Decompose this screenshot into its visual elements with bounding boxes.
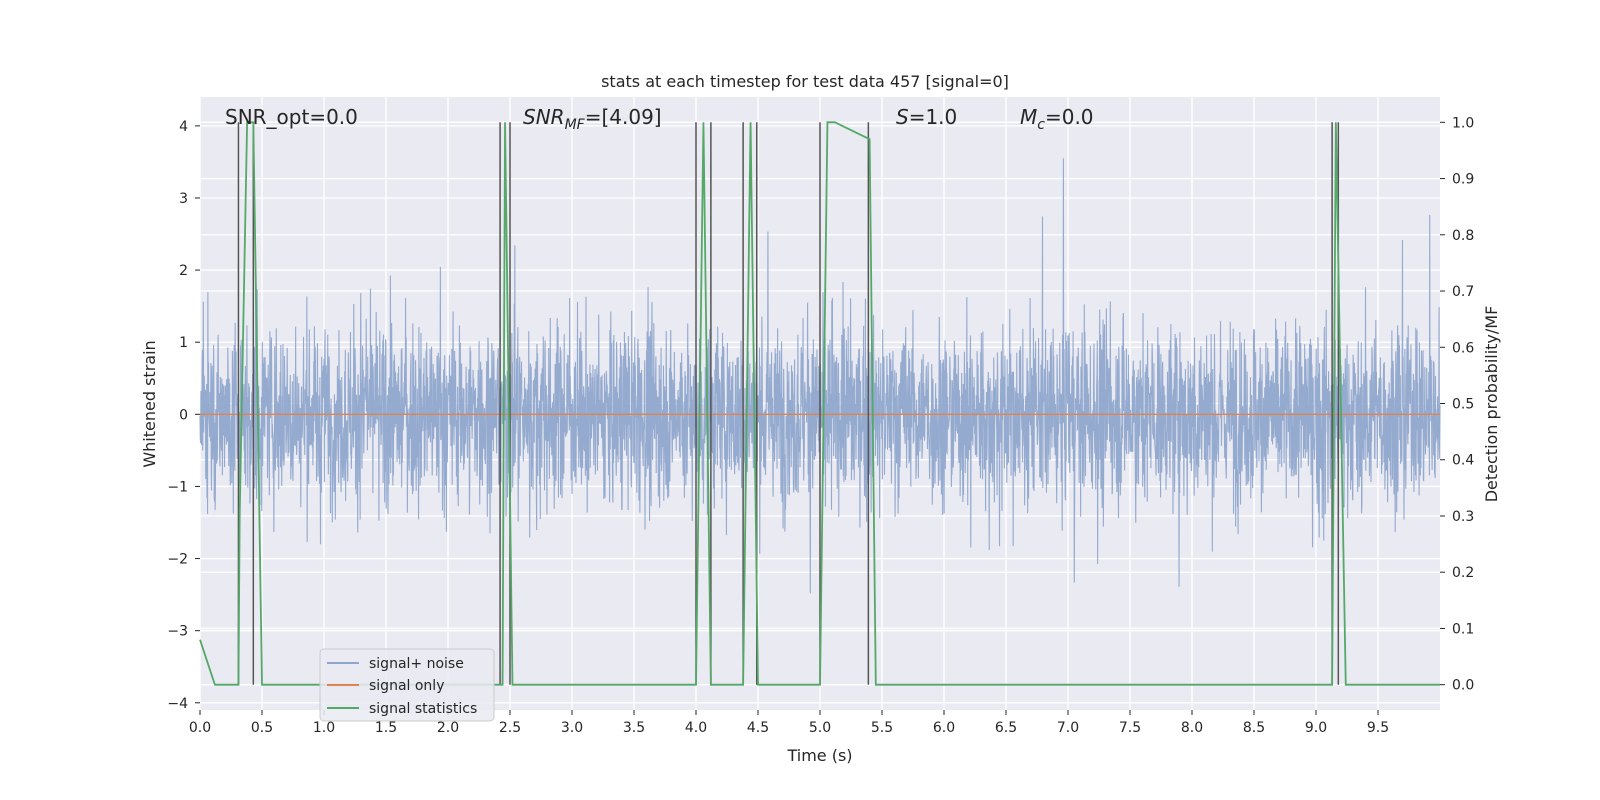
y-right-tick-label: 0.0	[1452, 678, 1474, 694]
y-left-tick-label: 2	[179, 263, 188, 279]
x-tick-label: 2.0	[437, 720, 459, 736]
x-tick-label: 5.5	[871, 720, 893, 736]
x-tick-label: 2.5	[499, 720, 521, 736]
mc-value: =0.0	[1045, 105, 1094, 129]
y-right-tick-label: 0.5	[1452, 397, 1474, 413]
y-left-tick-label: −3	[167, 624, 188, 640]
y-right-tick-label: 0.4	[1452, 453, 1474, 469]
annotation-snr-opt: SNR_opt=0.0	[225, 105, 358, 129]
annotation-s: S=1.0	[896, 105, 957, 129]
x-tick-label: 8.5	[1243, 720, 1265, 736]
y-right-tick-label: 0.8	[1452, 228, 1474, 244]
y-left-tick-label: 4	[179, 119, 188, 135]
snr-mf-value: =[4.09]	[585, 105, 662, 129]
y-right-tick-label: 0.1	[1452, 621, 1474, 637]
x-tick-label: 3.0	[561, 720, 583, 736]
snr-mf-main: SNR	[523, 105, 565, 129]
x-tick-label: 4.0	[685, 720, 707, 736]
y-left-tick-label: 0	[179, 407, 188, 423]
x-tick-label: 1.0	[313, 720, 335, 736]
x-tick-label: 9.5	[1367, 720, 1389, 736]
legend-label-signal-only: signal only	[369, 678, 444, 694]
x-axis-ticks: 0.0 0.5 1.0 1.5 2.0 2.5 3.0 3.5 4.0 4.5 5.0 5.5 6.0 6…	[189, 710, 1389, 736]
y-right-tick-label: 0.7	[1452, 284, 1474, 300]
signal-statistics-line	[199, 121, 1440, 686]
y-right-tick-label: 0.3	[1452, 509, 1474, 525]
x-tick-label: 9.0	[1305, 720, 1327, 736]
y-right-axis-label: Detection probability/MF	[1482, 306, 1501, 503]
y-left-tick-label: 1	[179, 335, 188, 351]
y-right-axis-ticks: 1.0 0.9 0.8 0.7 0.6 0.5 0.4 0.3 0.2 0.1 0.0	[1440, 115, 1474, 694]
x-tick-label: 6.5	[995, 720, 1017, 736]
annotation-snr-mf: SNRMF=[4.09]	[523, 105, 662, 133]
x-tick-label: 7.0	[1057, 720, 1079, 736]
x-tick-label: 3.5	[623, 720, 645, 736]
y-left-tick-label: −4	[167, 696, 188, 712]
signal-statistics-series	[199, 121, 1440, 686]
x-axis-label: Time (s)	[786, 746, 852, 765]
x-tick-label: 6.0	[933, 720, 955, 736]
legend-label-signal-noise: signal+ noise	[369, 656, 464, 672]
legend-label-signal-statistics: signal statistics	[369, 701, 477, 717]
y-left-axis-label: Whitened strain	[140, 340, 159, 467]
x-tick-label: 7.5	[1119, 720, 1141, 736]
x-tick-label: 5.0	[809, 720, 831, 736]
y-left-tick-label: −1	[167, 479, 188, 495]
legend-box	[319, 648, 495, 722]
x-tick-label: 4.5	[747, 720, 769, 736]
mc-main: M	[1020, 105, 1037, 129]
chart-title: stats at each timestep for test data 457…	[601, 72, 1009, 91]
y-right-tick-label: 0.6	[1452, 340, 1474, 356]
y-left-axis-ticks: 4 3 2 1 0 −1 −2 −3 −4	[167, 119, 200, 712]
annotation-mc: Mc=0.0	[1020, 105, 1094, 133]
mc-subscript: c	[1037, 117, 1045, 133]
y-right-tick-label: 0.2	[1452, 565, 1474, 581]
legend: signal+ noise signal only signal statist…	[319, 648, 495, 722]
x-tick-label: 0.5	[251, 720, 273, 736]
y-right-tick-label: 1.0	[1452, 115, 1474, 131]
x-tick-label: 1.5	[375, 720, 397, 736]
snr-mf-subscript: MF	[565, 117, 586, 133]
x-tick-label: 8.0	[1181, 720, 1203, 736]
x-tick-label: 0.0	[189, 720, 211, 736]
s-main: S	[896, 105, 909, 129]
s-value: =1.0	[909, 105, 958, 129]
y-left-tick-label: 3	[179, 191, 188, 207]
y-right-tick-label: 0.9	[1452, 172, 1474, 188]
y-left-tick-label: −2	[167, 552, 188, 568]
